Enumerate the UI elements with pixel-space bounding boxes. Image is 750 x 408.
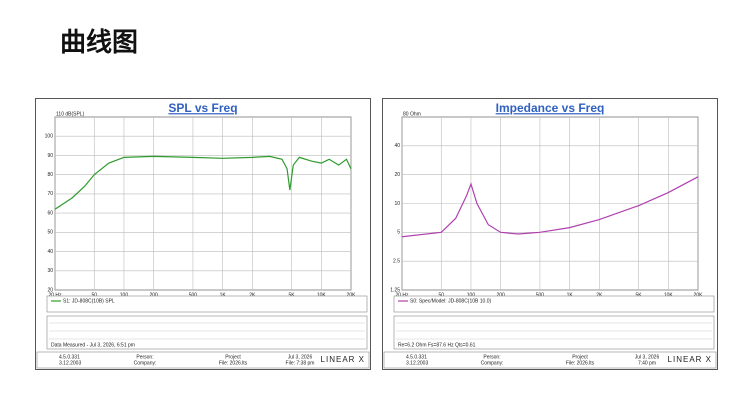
footer-brand: LINEAR X (321, 355, 365, 364)
footer-time: 7:40 pm (638, 360, 656, 366)
x-tick-label: 200 (496, 292, 505, 298)
notes-box (393, 315, 715, 350)
y-tick-label: 70 (47, 191, 53, 197)
legend-label: S1: JD-808C(10B) SPL (63, 298, 115, 304)
x-tick-label: 100 (120, 292, 129, 298)
x-tick-label: 100 (467, 292, 476, 298)
notes-text: Data Measured - Jul 3, 2026, 6:51 pm (51, 342, 135, 348)
series-line (401, 176, 699, 238)
footer-person: Person: (483, 354, 500, 360)
y-tick-label: 40 (47, 249, 53, 255)
x-tick-label: 5K (636, 292, 643, 298)
legend-box (393, 295, 715, 313)
x-tick-label: 50 (91, 292, 97, 298)
footer-file: File: 2026.lts (219, 360, 248, 366)
notes-box (46, 315, 368, 350)
y-tick-label: 1.25 (390, 287, 400, 293)
footer-file: File: 2026.lts (566, 360, 595, 366)
footer-company: Company: (134, 360, 157, 366)
footer-person: Person: (136, 354, 153, 360)
x-tick-label: 2K (249, 292, 256, 298)
chart-panel: SPL vs Freq 20 Hz 50 100 200 500 1K 2K 5K 10K 20K 2… (35, 98, 371, 370)
y-tick-label: 40 (394, 143, 400, 149)
x-tick-label: 20 Hz (395, 292, 409, 298)
series-line (54, 155, 352, 210)
x-tick-label: 20 Hz (48, 292, 62, 298)
x-tick-label: 2K (596, 292, 603, 298)
x-tick-label: 500 (536, 292, 545, 298)
chart-panel: Impedance vs Freq 20 Hz 50 100 200 500 1K 2K 5K 1… (382, 98, 718, 370)
y-tick-label: 60 (47, 210, 53, 216)
x-tick-label: 1K (220, 292, 227, 298)
plot-area (54, 116, 352, 291)
y-tick-label: 110 dB(SPL) (56, 111, 85, 117)
footer-version: 4.5.0.331 (406, 354, 427, 360)
x-tick-label: 200 (149, 292, 158, 298)
footer-brand: LINEAR X (668, 355, 712, 364)
y-tick-label: 90 (47, 153, 53, 159)
y-tick-label: 50 (47, 230, 53, 236)
x-tick-label: 50 (438, 292, 444, 298)
y-tick-label: 100 (45, 134, 54, 140)
x-tick-label: 1K (567, 292, 574, 298)
legend-box (46, 295, 368, 313)
x-tick-label: 500 (189, 292, 198, 298)
x-tick-label: 20K (694, 292, 704, 298)
x-tick-label: 10K (317, 292, 327, 298)
chart-title: SPL vs Freq (168, 101, 237, 115)
notes-text: Re=6.2 Ohm Fs=87.6 Hz Qts=0.61 (398, 342, 476, 348)
footer-box (36, 351, 370, 369)
footer-version: 4.5.0.331 (59, 354, 80, 360)
chart-title: Impedance vs Freq (496, 101, 605, 115)
footer-build: 3.12.2003 (406, 360, 428, 366)
footer-project: Project (225, 354, 241, 360)
y-tick-label: 20 (47, 287, 53, 293)
footer-company: Company: (481, 360, 504, 366)
legend-label: S0: Spec/Model: JD-808C(10B 10.0) (410, 298, 491, 304)
footer-date: Jul 3, 2026 (635, 354, 660, 360)
page-title: 曲线图 (60, 28, 139, 58)
y-tick-label: 80 (47, 172, 53, 178)
y-tick-label: 20 (394, 172, 400, 178)
y-tick-label: 30 (47, 268, 53, 274)
footer-box (383, 351, 717, 369)
footer-project: Project (572, 354, 588, 360)
y-tick-label: 10 (394, 201, 400, 207)
footer-build: 3.12.2003 (59, 360, 81, 366)
footer-time: File: 7:38 pm (286, 360, 315, 366)
x-tick-label: 20K (347, 292, 357, 298)
y-tick-label: 2.5 (393, 258, 400, 264)
x-tick-label: 10K (664, 292, 674, 298)
y-tick-label: 80 Ohm (403, 111, 421, 117)
footer-date: Jul 3, 2026 (288, 354, 313, 360)
x-tick-label: 5K (289, 292, 296, 298)
y-tick-label: 5 (397, 230, 400, 236)
